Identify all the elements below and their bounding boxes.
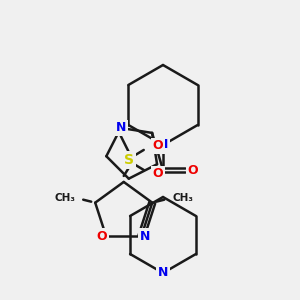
Text: O: O [152,167,163,180]
Text: N: N [158,139,168,152]
Text: N: N [158,266,168,280]
Text: CH₃: CH₃ [172,193,193,203]
Text: O: O [188,164,198,176]
Text: S: S [124,153,134,167]
Text: N: N [140,230,151,243]
Text: CH₃: CH₃ [54,193,75,203]
Text: N: N [116,122,126,134]
Text: O: O [97,230,107,243]
Text: O: O [152,140,163,152]
